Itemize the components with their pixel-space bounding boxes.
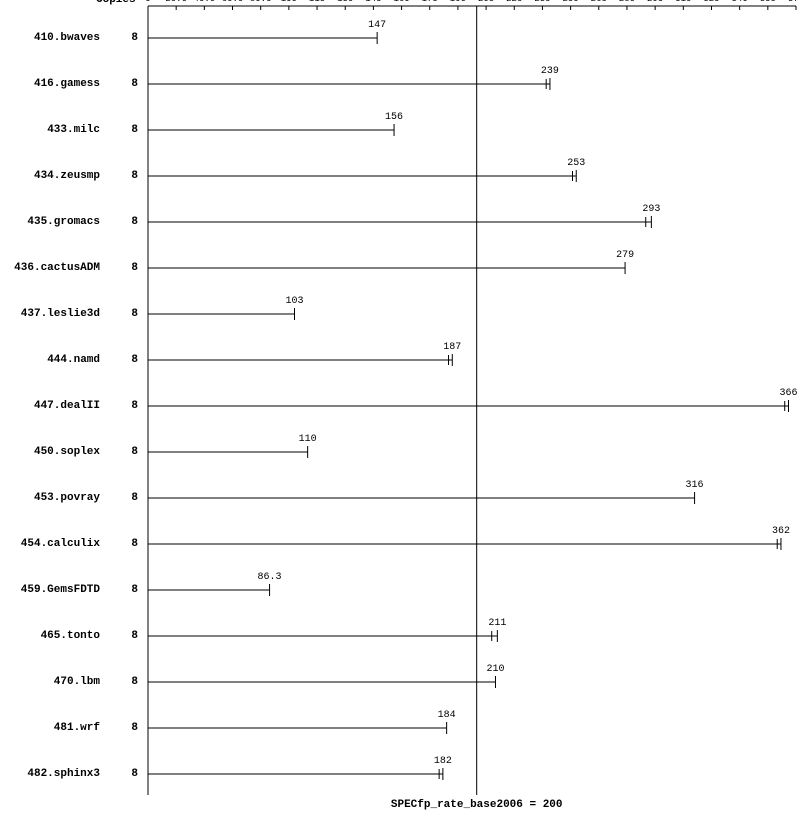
- spec-benchmark-chart: 0 20.0 40.0 60.0 80.0 100 115 130 145 160 175 190 20…: [0, 0, 799, 831]
- axis-tick-label: 130: [337, 0, 353, 4]
- axis-tick-label: 235: [534, 0, 550, 4]
- benchmark-name: 437.leslie3d: [10, 308, 100, 320]
- chart-svg: [0, 0, 799, 831]
- benchmark-name: 436.cactusADM: [10, 262, 100, 274]
- benchmark-name: 454.calculix: [10, 538, 100, 550]
- benchmark-name: 481.wrf: [10, 722, 100, 734]
- benchmark-name: 470.lbm: [10, 676, 100, 688]
- axis-tick-label: 220: [506, 0, 522, 4]
- benchmark-copies: 8: [124, 170, 138, 182]
- benchmark-value: 211: [488, 618, 506, 629]
- axis-tick-label: 100: [281, 0, 297, 4]
- benchmark-value: 156: [385, 112, 403, 123]
- axis-tick-label: 160: [393, 0, 409, 4]
- benchmark-copies: 8: [124, 538, 138, 550]
- benchmark-value: 187: [443, 342, 461, 353]
- benchmark-name: 410.bwaves: [10, 32, 100, 44]
- benchmark-value: 147: [368, 20, 386, 31]
- axis-tick-label: 175: [422, 0, 438, 4]
- benchmark-value: 293: [642, 204, 660, 215]
- axis-tick-label: 370: [788, 0, 799, 4]
- benchmark-value: 86.3: [258, 572, 282, 583]
- benchmark-name: 416.gamess: [10, 78, 100, 90]
- axis-tick-label: 205: [478, 0, 494, 4]
- benchmark-copies: 8: [124, 262, 138, 274]
- benchmark-name: 450.soplex: [10, 446, 100, 458]
- benchmark-copies: 8: [124, 308, 138, 320]
- axis-tick-label: 295: [647, 0, 663, 4]
- benchmark-name: 447.dealII: [10, 400, 100, 412]
- axis-tick-label: 310: [675, 0, 691, 4]
- benchmark-value: 279: [616, 250, 634, 261]
- benchmark-copies: 8: [124, 768, 138, 780]
- benchmark-copies: 8: [124, 492, 138, 504]
- benchmark-value: 362: [772, 526, 790, 537]
- benchmark-copies: 8: [124, 584, 138, 596]
- benchmark-value: 210: [486, 664, 504, 675]
- benchmark-value: 253: [567, 158, 585, 169]
- copies-header: Copies: [96, 0, 136, 6]
- axis-tick-label: 80.0: [250, 0, 272, 4]
- axis-tick-label: 265: [591, 0, 607, 4]
- benchmark-name: 433.milc: [10, 124, 100, 136]
- benchmark-copies: 8: [124, 78, 138, 90]
- axis-tick-label: 145: [365, 0, 381, 4]
- axis-tick-label: 340: [732, 0, 748, 4]
- axis-tick-label: 355: [760, 0, 776, 4]
- benchmark-name: 459.GemsFDTD: [10, 584, 100, 596]
- benchmark-copies: 8: [124, 722, 138, 734]
- benchmark-copies: 8: [124, 354, 138, 366]
- benchmark-copies: 8: [124, 630, 138, 642]
- benchmark-value: 182: [434, 756, 452, 767]
- benchmark-value: 316: [686, 480, 704, 491]
- benchmark-copies: 8: [124, 124, 138, 136]
- benchmark-value: 110: [299, 434, 317, 445]
- axis-tick-label: 20.0: [165, 0, 187, 4]
- benchmark-name: 465.tonto: [10, 630, 100, 642]
- benchmark-copies: 8: [124, 446, 138, 458]
- benchmark-copies: 8: [124, 32, 138, 44]
- axis-tick-label: 190: [450, 0, 466, 4]
- axis-tick-label: 0: [145, 0, 150, 4]
- benchmark-name: 435.gromacs: [10, 216, 100, 228]
- benchmark-name: 482.sphinx3: [10, 768, 100, 780]
- benchmark-copies: 8: [124, 676, 138, 688]
- benchmark-name: 434.zeusmp: [10, 170, 100, 182]
- benchmark-name: 453.povray: [10, 492, 100, 504]
- benchmark-name: 444.namd: [10, 354, 100, 366]
- benchmark-value: 239: [541, 66, 559, 77]
- axis-tick-label: 280: [619, 0, 635, 4]
- axis-tick-label: 250: [562, 0, 578, 4]
- benchmark-copies: 8: [124, 400, 138, 412]
- axis-tick-label: 60.0: [222, 0, 244, 4]
- benchmark-value: 103: [285, 296, 303, 307]
- axis-tick-label: 115: [309, 0, 325, 4]
- reference-label: SPECfp_rate_base2006 = 200: [391, 799, 563, 811]
- benchmark-value: 184: [438, 710, 456, 721]
- benchmark-copies: 8: [124, 216, 138, 228]
- axis-tick-label: 40.0: [194, 0, 216, 4]
- axis-tick-label: 325: [703, 0, 719, 4]
- benchmark-value: 366: [779, 388, 797, 399]
